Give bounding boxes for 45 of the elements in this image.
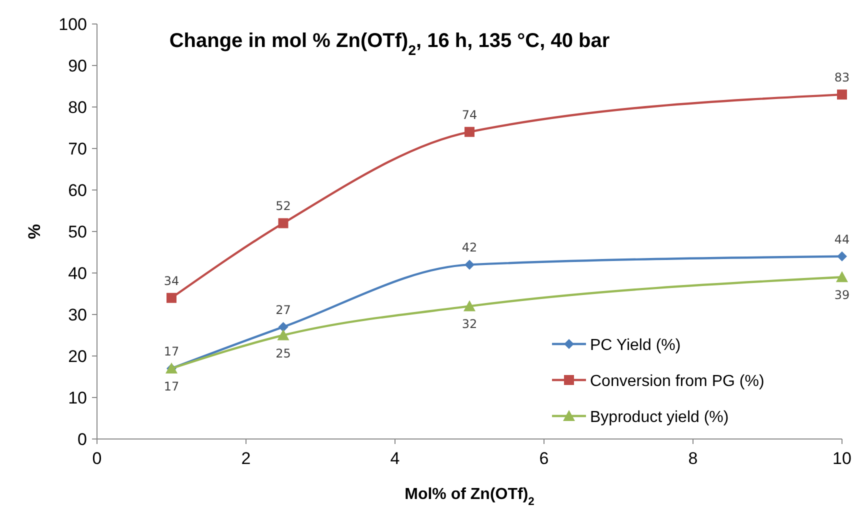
data-label: 44 [834, 232, 850, 246]
data-label: 42 [462, 240, 478, 255]
data-label: 27 [276, 302, 291, 317]
y-tick-label: 0 [78, 430, 87, 449]
data-label: 83 [834, 70, 850, 85]
point [837, 90, 847, 100]
data-label: 39 [834, 288, 850, 302]
point [277, 329, 290, 340]
legend-label: Conversion from PG (%) [590, 373, 764, 390]
y-axis-title: % [25, 224, 44, 240]
point [836, 271, 848, 282]
legend-label: PC Yield (%) [590, 337, 681, 354]
y-tick-label: 40 [68, 264, 87, 283]
point [278, 322, 288, 332]
x-axis-title: Mol% of Zn(OTf)$_{2}$ [404, 486, 534, 507]
data-label: 52 [276, 199, 291, 214]
point [166, 292, 176, 303]
x-tick-label: 10 [832, 449, 852, 468]
point [837, 251, 847, 262]
point [464, 300, 476, 312]
y-tick-label: 90 [68, 56, 87, 76]
point [278, 218, 288, 228]
x-tick-label: 8 [688, 449, 698, 468]
y-tick-label: 60 [68, 181, 87, 200]
data-label: 74 [462, 108, 478, 122]
y-tick-label: 10 [68, 388, 87, 408]
y-tick-label: 100 [58, 15, 87, 34]
x-tick-label: 4 [390, 449, 400, 468]
data-label: 34 [164, 274, 180, 288]
data-label: 17 [164, 344, 180, 358]
point [464, 260, 474, 270]
x-tick-label: 0 [92, 449, 102, 468]
y-tick-label: 70 [68, 140, 87, 158]
data-label: 25 [276, 346, 291, 360]
point [464, 126, 474, 137]
x-tick-label: 2 [241, 449, 251, 468]
y-tick-label: 20 [68, 347, 87, 366]
legend-label: Byproduct yield (%) [590, 409, 729, 426]
x-tick-label: 6 [539, 449, 549, 468]
y-tick-label: 80 [68, 98, 87, 117]
data-label: 17 [164, 379, 180, 394]
data-label: 32 [462, 317, 478, 332]
y-tick-label: 50 [68, 222, 87, 242]
y-tick-label: 30 [68, 306, 87, 324]
text: Change in mol % Zn(OTf)$_{2}$, 16 h, 135 °C, 40 bar [169, 30, 610, 58]
